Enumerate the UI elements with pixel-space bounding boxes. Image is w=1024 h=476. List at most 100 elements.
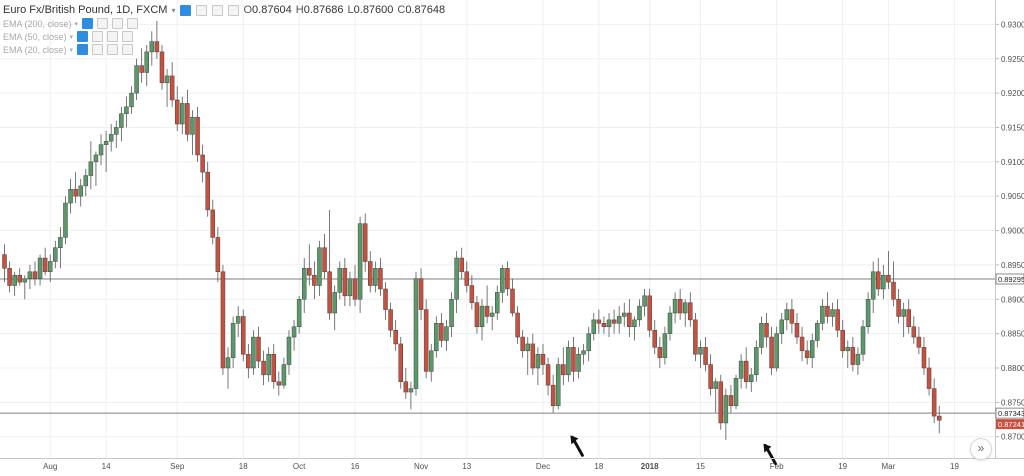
candle-body-up: [428, 350, 434, 372]
more-icon[interactable]: [122, 31, 134, 42]
eye-icon[interactable]: [180, 4, 192, 16]
candle: [403, 367, 409, 399]
candle-body-up: [88, 161, 94, 176]
chevron-down-icon[interactable]: ▾: [171, 5, 176, 15]
candle: [296, 295, 302, 334]
candle-body-up: [286, 336, 292, 365]
candle-body-up: [738, 360, 744, 379]
candle: [713, 378, 718, 413]
candle-body-down: [362, 223, 368, 262]
candle: [164, 69, 170, 107]
candle-body-down: [210, 209, 216, 238]
close-icon[interactable]: [112, 18, 124, 29]
candle-body-up: [444, 326, 449, 341]
candle-body-up: [495, 292, 500, 314]
candle: [804, 340, 810, 365]
candle-body-down: [32, 271, 38, 279]
candle-body-down: [174, 99, 180, 125]
candle-body-up: [235, 316, 241, 324]
candle: [464, 261, 470, 293]
candle-body-up: [317, 247, 322, 286]
candle-body-down: [688, 302, 693, 321]
candle-body-up: [98, 144, 104, 156]
candle-body-down: [388, 309, 393, 331]
settings-icon[interactable]: [196, 4, 208, 16]
settings-icon[interactable]: [92, 44, 104, 55]
candle-body-down: [215, 237, 221, 273]
x-tick-label: Aug: [43, 462, 57, 471]
candle: [149, 31, 155, 66]
candle-body-up: [525, 343, 530, 352]
more-icon[interactable]: [127, 18, 139, 29]
close-icon[interactable]: [107, 44, 119, 55]
candle-body-down: [327, 271, 332, 314]
chevron-down-icon[interactable]: ▾: [69, 33, 74, 41]
candle-body-up: [774, 333, 779, 369]
more-icon[interactable]: [122, 44, 134, 55]
close-icon[interactable]: [212, 4, 224, 16]
arrow-annotations: [570, 435, 777, 466]
candle-body-down: [799, 336, 805, 352]
candle: [2, 244, 7, 283]
eye-icon[interactable]: [77, 31, 89, 42]
candle: [246, 343, 251, 379]
candle: [601, 316, 607, 334]
candle-body-down: [906, 309, 911, 328]
candle-body-up: [22, 278, 28, 283]
x-tick-label: Oct: [293, 462, 306, 471]
chevron-down-icon[interactable]: ▾: [74, 20, 79, 28]
candle-body-down: [342, 268, 348, 297]
chevron-down-icon[interactable]: ▾: [69, 46, 74, 54]
candle: [611, 309, 617, 334]
candle: [119, 106, 124, 142]
candle-body-up: [408, 388, 414, 393]
arrow-head: [570, 435, 579, 445]
eye-icon[interactable]: [77, 44, 89, 55]
candle: [550, 374, 556, 413]
candle: [266, 347, 271, 382]
candle-body-up: [809, 340, 815, 358]
x-tick-label: 13: [462, 462, 471, 471]
candle-body-down: [220, 271, 226, 369]
grid: [0, 0, 995, 458]
candle: [469, 275, 475, 310]
x-tick-label: 16: [351, 462, 360, 471]
candle-body-up: [606, 319, 612, 328]
candle: [886, 251, 891, 289]
candle: [515, 306, 520, 344]
candle: [525, 337, 530, 375]
candle: [261, 350, 266, 386]
candle: [352, 264, 358, 307]
candle: [835, 299, 840, 338]
candle-body-up: [865, 299, 871, 328]
level-price-label: 0.89295: [998, 275, 1024, 284]
candle: [688, 292, 693, 327]
indicator-ema-20[interactable]: EMA (20, close) ▾: [3, 44, 445, 55]
settings-icon[interactable]: [92, 31, 104, 42]
scroll-to-realtime-button[interactable]: »: [970, 438, 992, 460]
more-icon[interactable]: [228, 4, 240, 16]
level-price-label: 0.87343: [998, 409, 1024, 418]
settings-icon[interactable]: [97, 18, 109, 29]
eye-icon[interactable]: [82, 18, 94, 29]
candle: [342, 258, 348, 307]
candle-body-up: [779, 319, 784, 334]
close-icon[interactable]: [107, 31, 119, 42]
candle: [703, 337, 708, 372]
candle: [58, 227, 63, 269]
indicator-ema-50[interactable]: EMA (50, close) ▾: [3, 31, 445, 42]
candle: [459, 247, 464, 279]
ohlc-open: O0.87604: [243, 4, 292, 16]
candle: [93, 151, 99, 186]
indicator-ema-200[interactable]: EMA (200, close) ▾: [3, 18, 445, 29]
candle-body-down: [139, 65, 144, 73]
candle: [754, 340, 759, 382]
candle: [662, 326, 668, 365]
candle: [500, 264, 505, 303]
candle: [180, 96, 185, 135]
candle: [555, 357, 561, 410]
